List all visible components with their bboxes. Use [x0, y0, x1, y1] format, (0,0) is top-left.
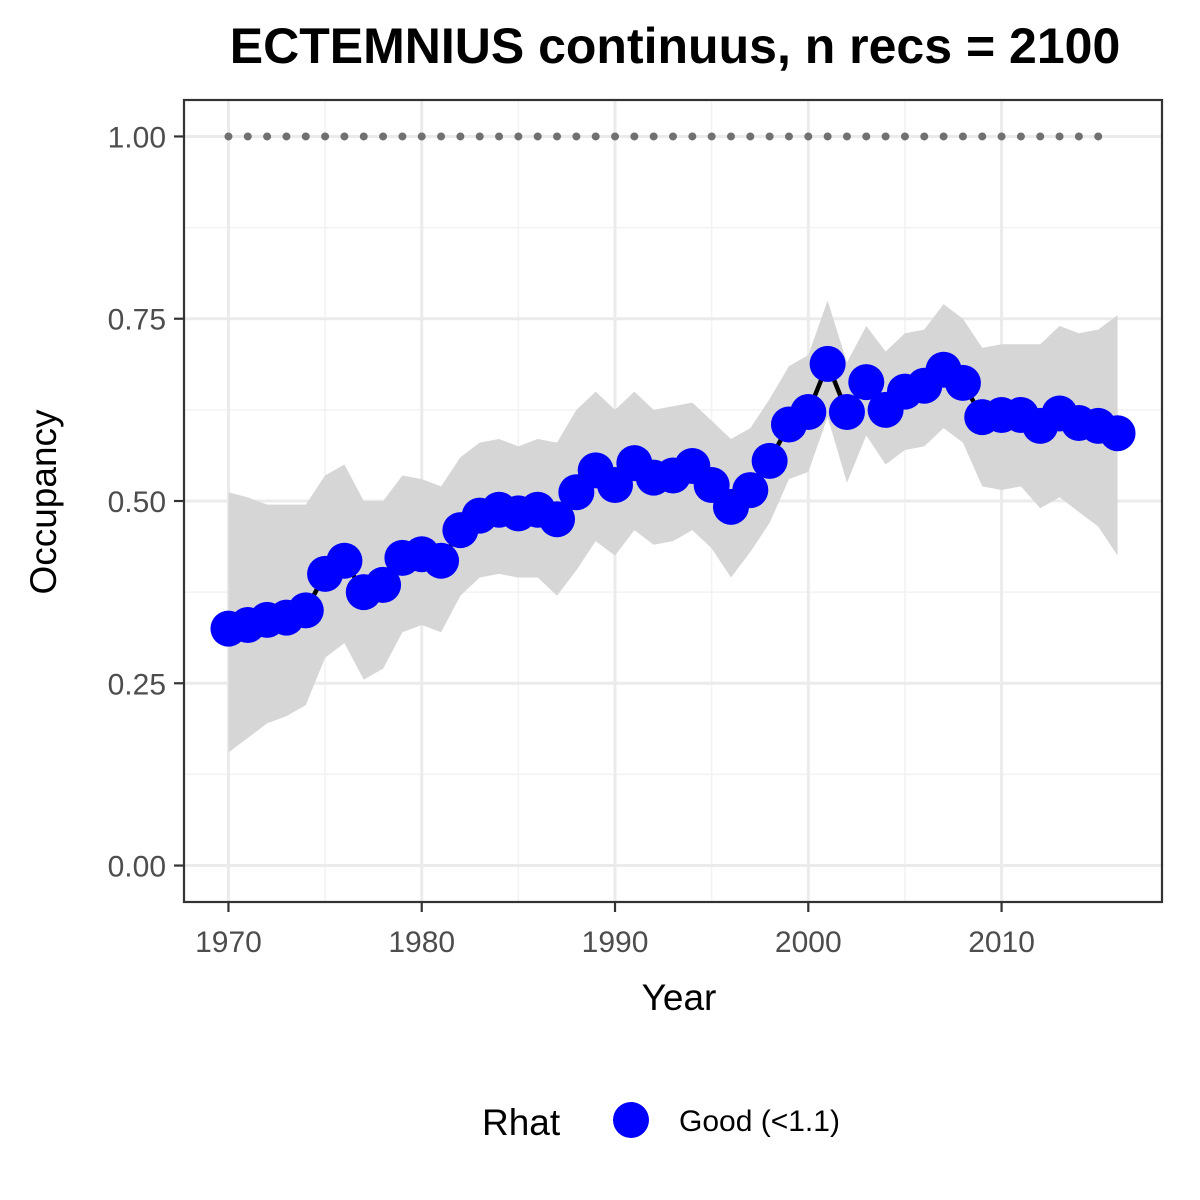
x-axis-title: Year: [642, 977, 717, 1018]
x-tick-label: 1970: [195, 926, 262, 959]
x-tick-label: 2000: [775, 926, 842, 959]
occupancy-point: [944, 364, 981, 401]
x-tick-label: 1980: [388, 926, 455, 959]
x-tick-label: 2010: [968, 926, 1035, 959]
x-tick-label: 1990: [582, 926, 649, 959]
occupancy-point: [287, 592, 324, 629]
legend: Rhat Good (<1.1): [482, 1102, 840, 1143]
y-tick-label: 1.00: [108, 121, 166, 154]
y-tick-label: 0.75: [108, 304, 166, 337]
occupancy-point: [326, 542, 363, 579]
legend-title: Rhat: [482, 1102, 561, 1143]
occupancy-point: [751, 442, 788, 479]
y-tick-label: 0.00: [108, 851, 166, 884]
plot-panel: [184, 100, 1162, 902]
axes: 1970 1980 1990 2000 2010 0.00 0.25 0.50 0.75 1.00: [108, 98, 1164, 959]
y-tick-label: 0.50: [108, 486, 166, 519]
legend-key-good: [613, 1102, 649, 1138]
occupancy-point: [732, 472, 769, 509]
legend-label-good: Good (<1.1): [679, 1105, 840, 1138]
occupancy-point: [809, 345, 846, 382]
chart-title: ECTEMNIUS continuus, n recs = 2100: [230, 18, 1121, 74]
y-axis-title: Occupancy: [23, 409, 64, 595]
occupancy-point: [848, 364, 885, 401]
occupancy-point: [828, 394, 865, 431]
occupancy-point: [790, 394, 827, 431]
occupancy-point: [365, 566, 402, 603]
y-tick-label: 0.25: [108, 668, 166, 701]
occupancy-point: [1099, 415, 1136, 452]
occupancy-point: [539, 501, 576, 538]
occupancy-point: [423, 542, 460, 579]
